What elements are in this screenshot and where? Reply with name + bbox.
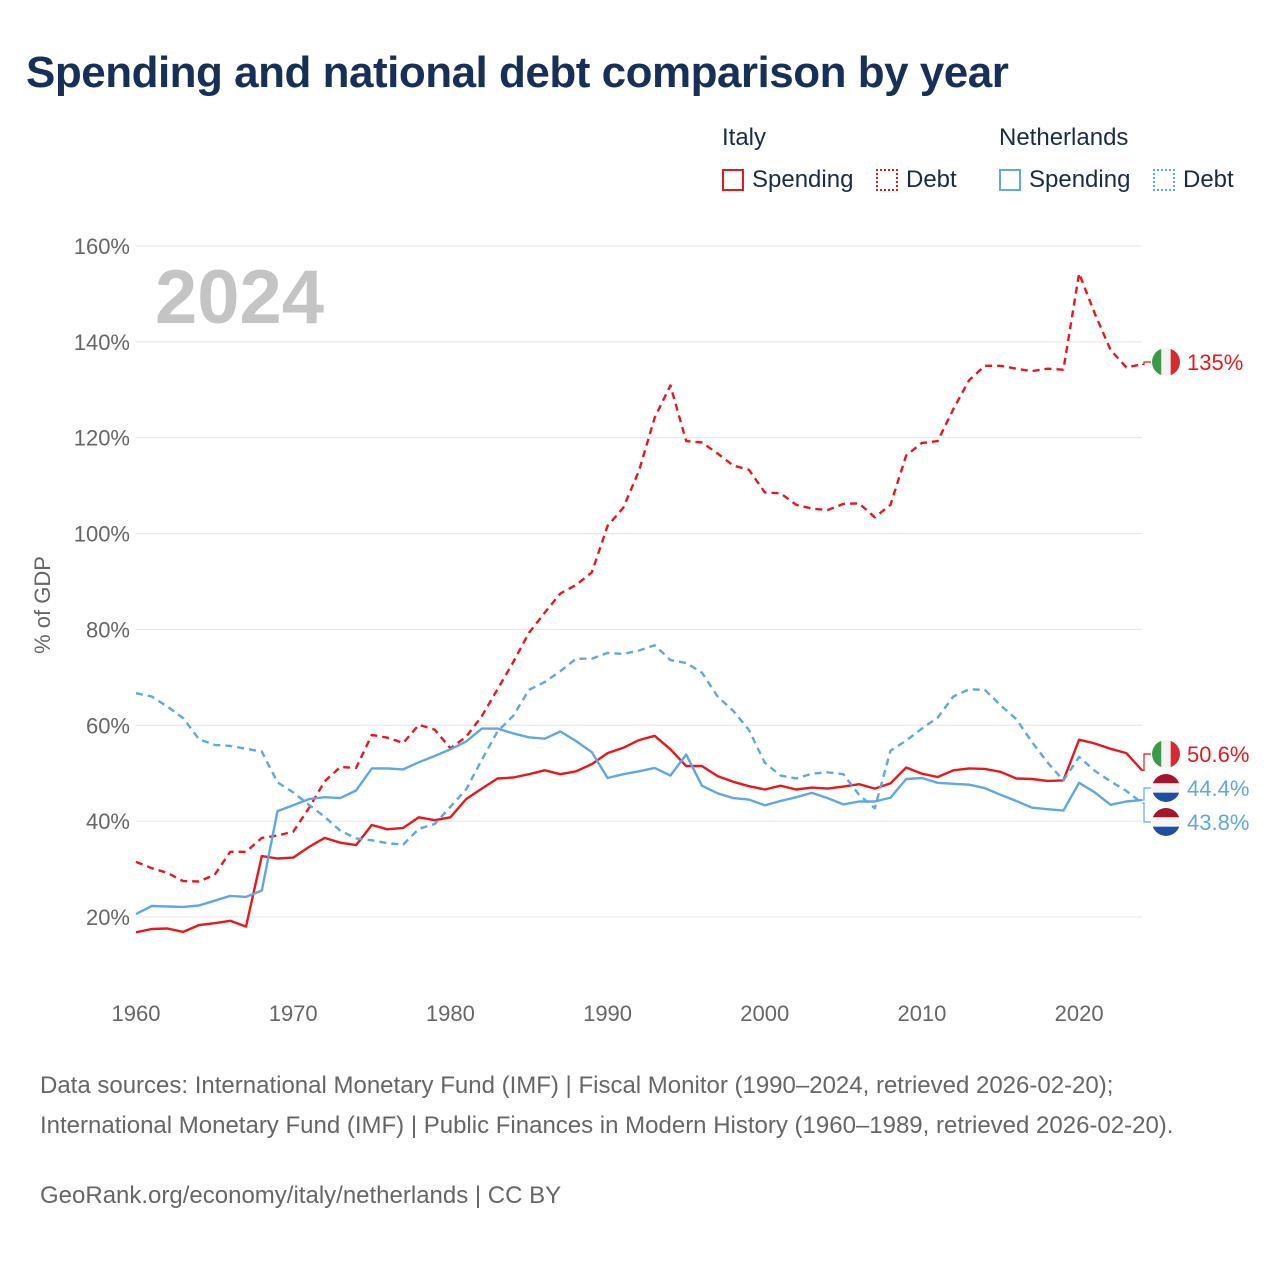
italy-spending-line — [135, 734, 1143, 934]
legend-dotted-swatch — [876, 169, 898, 191]
flag-stripe — [1152, 348, 1162, 376]
chart-title: Spending and national debt comparison by… — [26, 48, 1009, 97]
flag-stripe — [1152, 792, 1180, 802]
legend-italy-spending[interactable]: Spending — [722, 166, 853, 194]
end-connector — [1142, 787, 1151, 801]
end-value-label: 135% — [1187, 350, 1243, 375]
netherlands-flag-icon — [1152, 808, 1180, 836]
data-sources: Data sources: International Monetary Fun… — [40, 1072, 1174, 1139]
flag-stripe — [1152, 826, 1180, 836]
y-tick-label: 80% — [86, 617, 130, 642]
legend-solid-swatch — [722, 169, 744, 191]
year-watermark: 2024 — [155, 255, 324, 340]
x-tick-label: 2020 — [1055, 1001, 1104, 1026]
legend-label: Debt — [906, 166, 957, 193]
y-tick-label: 120% — [74, 426, 130, 451]
flag-stripe — [1152, 774, 1180, 784]
y-tick-label: 160% — [74, 234, 130, 259]
legend-label: Spending — [1029, 166, 1131, 193]
netherlands-debt-line — [135, 644, 1143, 846]
y-tick-label: 40% — [86, 809, 130, 834]
x-tick-label: 1980 — [426, 1001, 475, 1026]
flag-stripe — [1152, 740, 1162, 768]
flag-stripe — [1152, 817, 1180, 827]
x-tick-label: 1970 — [269, 1001, 318, 1026]
legend-netherlands-debt[interactable]: Debt — [1153, 166, 1234, 194]
y-tick-label: 20% — [86, 905, 130, 930]
x-tick-label: 2010 — [897, 1001, 946, 1026]
end-connector — [1142, 361, 1151, 365]
y-tick-label: 60% — [86, 713, 130, 738]
flag-stripe — [1161, 348, 1171, 376]
flag-stripe — [1170, 740, 1180, 768]
legend-netherlands-spending[interactable]: Spending — [999, 166, 1130, 194]
legend-dotted-swatch — [1153, 169, 1175, 191]
line-chart: 20% 40% 60% 80% 100% 120% 140% 160% 1960 1970 1980… — [30, 234, 1249, 1026]
netherlands-flag-icon — [1152, 774, 1180, 802]
flag-stripe — [1170, 348, 1180, 376]
end-connector — [1142, 802, 1151, 823]
end-connector — [1142, 753, 1151, 771]
netherlands-spending-line — [135, 727, 1143, 916]
y-tick-label: 100% — [74, 522, 130, 547]
y-tick-label: 140% — [74, 330, 130, 355]
legend-italy-debt[interactable]: Debt — [876, 166, 957, 194]
y-axis-label: % of GDP — [30, 556, 55, 654]
italy-flag-icon — [1152, 348, 1180, 376]
end-value-label: 50.6% — [1187, 742, 1249, 767]
x-tick-label: 2000 — [740, 1001, 789, 1026]
italy-flag-icon — [1152, 740, 1180, 768]
flag-stripe — [1152, 808, 1180, 818]
credit-link[interactable]: GeoRank.org/economy/italy/netherlands | … — [40, 1182, 562, 1209]
x-tick-label: 1960 — [112, 1001, 161, 1026]
end-value-label: 44.4% — [1187, 776, 1249, 801]
flag-stripe — [1161, 740, 1171, 768]
legend-group-netherlands: Netherlands — [999, 124, 1129, 151]
flag-stripe — [1152, 783, 1180, 793]
legend-label: Spending — [752, 166, 854, 193]
legend-group-italy: Italy — [722, 124, 767, 151]
end-value-label: 43.8% — [1187, 810, 1249, 835]
legend-label: Debt — [1183, 166, 1234, 193]
legend-solid-swatch — [999, 169, 1021, 191]
x-tick-label: 1990 — [583, 1001, 632, 1026]
